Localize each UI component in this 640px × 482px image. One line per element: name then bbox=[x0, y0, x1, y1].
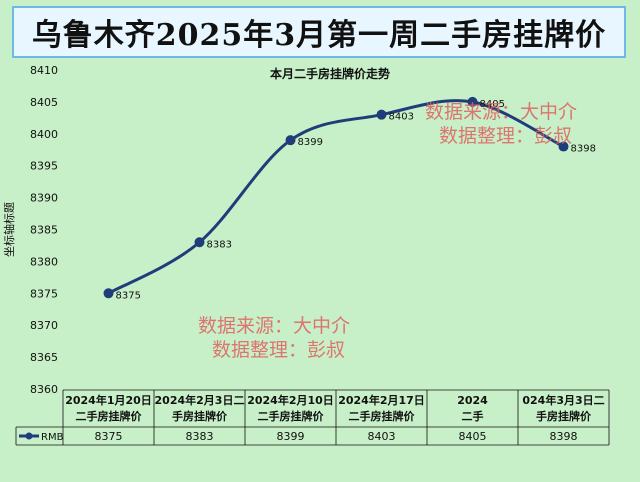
chart-title: 本月二手房挂牌价走势 bbox=[270, 66, 390, 81]
table-value: 8398 bbox=[550, 430, 578, 443]
y-tick-label: 8390 bbox=[30, 192, 58, 205]
data-label: 8383 bbox=[207, 239, 232, 250]
watermark-line: 数据来源：大中介 bbox=[425, 101, 578, 123]
y-tick-label: 8360 bbox=[30, 383, 58, 396]
x-tick-label: 二手房挂牌价 bbox=[258, 409, 325, 423]
y-tick-label: 8410 bbox=[30, 64, 58, 77]
table-value: 8403 bbox=[368, 430, 396, 443]
table-value: 8399 bbox=[277, 430, 305, 443]
x-tick-label: 2024年1月20日 bbox=[65, 393, 152, 407]
data-point bbox=[285, 135, 296, 146]
title-banner: 乌鲁木齐2025年3月第一周二手房挂牌价 bbox=[12, 6, 626, 58]
legend-label: RMB bbox=[41, 432, 64, 443]
legend-marker bbox=[25, 432, 33, 440]
x-tick-label: 2024年2月3日二 bbox=[155, 393, 245, 407]
y-axis-label: 坐标轴标题 bbox=[2, 202, 16, 257]
data-label: 8405 bbox=[480, 99, 505, 110]
data-point bbox=[103, 288, 114, 299]
table-value: 8405 bbox=[459, 430, 487, 443]
watermark-line: 数据整理：彭叔 bbox=[439, 125, 573, 147]
data-label: 8398 bbox=[571, 144, 596, 155]
y-tick-label: 8375 bbox=[30, 287, 58, 300]
y-tick-label: 8370 bbox=[30, 319, 58, 332]
watermark-top-right: 数据来源：大中介 数据整理：彭叔 bbox=[425, 100, 577, 148]
y-tick-label: 8395 bbox=[30, 160, 58, 173]
x-tick-label: 二手房挂牌价 bbox=[349, 409, 416, 423]
watermark-center: 数据来源：大中介 数据整理：彭叔 bbox=[198, 314, 350, 362]
x-tick-label: 2024年2月17日 bbox=[338, 393, 425, 407]
series-line-rmb bbox=[107, 99, 565, 295]
data-point bbox=[376, 109, 387, 120]
y-tick-label: 8385 bbox=[30, 224, 58, 237]
x-tick-label: 二手 bbox=[462, 409, 484, 423]
data-point bbox=[558, 141, 569, 152]
x-tick-label: 手房挂牌价 bbox=[536, 409, 592, 423]
y-tick-label: 8365 bbox=[30, 351, 58, 364]
x-tick-label: 2024年2月10日 bbox=[247, 393, 334, 407]
y-tick-label: 8380 bbox=[30, 255, 58, 268]
data-point bbox=[467, 96, 478, 107]
y-tick-label: 8405 bbox=[30, 96, 58, 109]
data-label: 8403 bbox=[389, 112, 414, 123]
x-tick-label: 2024 bbox=[457, 394, 488, 407]
x-tick-label: 手房挂牌价 bbox=[172, 409, 228, 423]
page-title: 乌鲁木齐2025年3月第一周二手房挂牌价 bbox=[31, 18, 607, 53]
watermark-line: 数据来源：大中介 bbox=[198, 315, 351, 337]
data-point bbox=[194, 237, 205, 248]
table-value: 8375 bbox=[95, 430, 123, 443]
table-value: 8383 bbox=[186, 430, 214, 443]
watermark-line: 数据整理：彭叔 bbox=[212, 339, 346, 361]
x-tick-label: 二手房挂牌价 bbox=[76, 409, 143, 423]
x-tick-label: 024年3月3日二 bbox=[522, 393, 604, 407]
data-label: 8399 bbox=[298, 137, 323, 148]
y-tick-label: 8400 bbox=[30, 128, 58, 141]
data-label: 8375 bbox=[116, 290, 141, 301]
